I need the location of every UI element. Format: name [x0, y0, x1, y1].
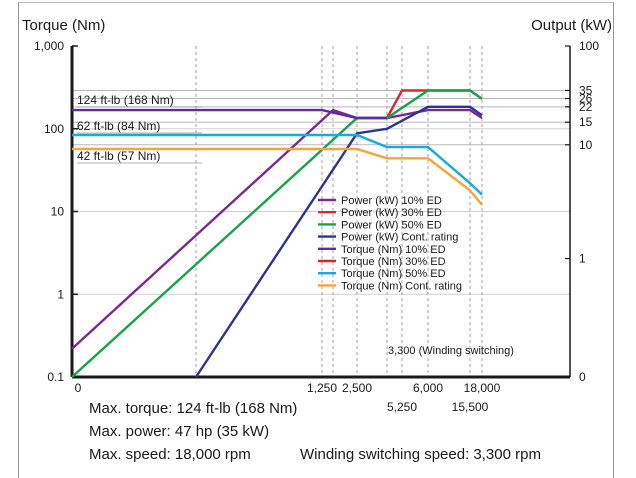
series-line — [194, 105, 483, 378]
legend-label: Power (kW) 10% ED — [341, 195, 442, 207]
y-left-tick-label: 10 — [51, 205, 65, 219]
x-tick-label: 2,500 — [342, 381, 372, 395]
max-power-text: Max. power: 47 hp (35 kW) — [89, 423, 270, 440]
x-tick-label: 0 — [75, 381, 82, 395]
winding-switching-annotation: 3,300 (Winding switching) — [388, 345, 514, 357]
y-right-tick-label: 10 — [579, 138, 593, 152]
y-left-tick-label: 1,000 — [34, 39, 64, 53]
x-tick-label: 15,500 — [452, 400, 489, 414]
y-right-tick-label: 15 — [579, 115, 593, 129]
legend-label: Power (kW) 30% ED — [341, 207, 442, 219]
y-left-tick-label: 100 — [44, 122, 64, 136]
legend-label: Torque (Nm) 30% ED — [341, 256, 446, 268]
x-tick-label: 6,000 — [413, 381, 443, 395]
winding-switching-speed-text: Winding switching speed: 3,300 rpm — [300, 446, 541, 463]
legend-label: Torque (Nm) 10% ED — [341, 244, 446, 256]
x-tick-label: 5,250 — [387, 400, 417, 414]
y-right-tick-label: 26 — [579, 92, 593, 106]
legend-label: Torque (Nm) Cont. rating — [341, 280, 462, 292]
legend-label: Power (kW) 50% ED — [341, 219, 442, 231]
series-line — [71, 89, 483, 378]
series-line — [385, 89, 483, 119]
y-right-tick-label: 1 — [579, 252, 586, 266]
y-left-tick-label: 1 — [57, 287, 64, 301]
y-right-tick-label: 100 — [579, 39, 599, 53]
y-right-tick-label: 22 — [579, 100, 593, 114]
y-left-tick-label: 0.1 — [47, 370, 64, 384]
right-axis-title: Output (kW) — [531, 17, 612, 34]
y-right-tick-label: 0 — [579, 370, 586, 384]
series-line — [72, 108, 387, 120]
torque-label: 42 ft-lb (57 Nm) — [77, 149, 160, 163]
x-tick-label: 18,000 — [464, 381, 501, 395]
torque-label: 124 ft-lb (168 Nm) — [77, 93, 174, 107]
legend-label: Power (kW) Cont. rating — [341, 232, 458, 244]
torque-label: 62 ft-lb (84 Nm) — [77, 119, 160, 133]
series-line — [72, 147, 483, 206]
max-speed-text: Max. speed: 18,000 rpm — [89, 446, 251, 463]
max-torque-text: Max. torque: 124 ft-lb (168 Nm) — [89, 400, 298, 417]
chart-frame — [18, 2, 614, 478]
series-line — [72, 133, 483, 196]
y-right-tick-label: 35 — [579, 83, 593, 97]
left-axis-title: Torque (Nm) — [22, 17, 105, 34]
x-tick-label: 1,250 — [307, 381, 337, 395]
legend-label: Torque (Nm) 50% ED — [341, 268, 446, 280]
